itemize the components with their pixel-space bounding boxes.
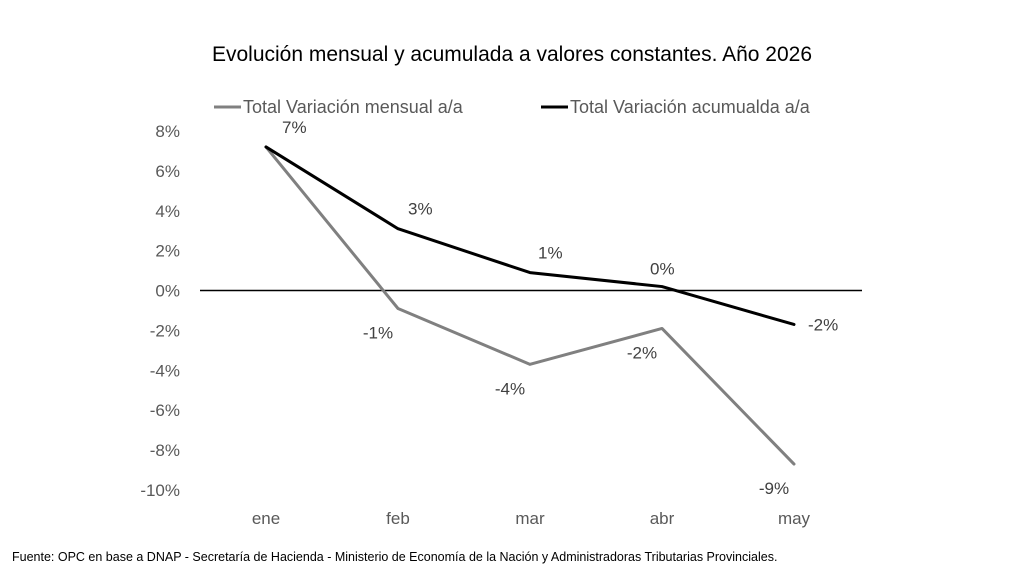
data-label: 0% bbox=[650, 260, 675, 279]
x-axis: ene feb mar abr may bbox=[252, 509, 811, 528]
data-label: 3% bbox=[408, 200, 433, 219]
series-line bbox=[264, 145, 796, 466]
series-layer bbox=[264, 145, 796, 466]
x-tick-label: may bbox=[778, 509, 811, 528]
data-label: -2% bbox=[627, 343, 657, 362]
y-tick-label: -6% bbox=[150, 401, 180, 420]
x-tick-label: feb bbox=[386, 509, 410, 528]
legend-entry: Total Variación acumualda a/a bbox=[570, 97, 811, 117]
y-tick-label: -4% bbox=[150, 361, 180, 380]
x-tick-label: abr bbox=[650, 509, 675, 528]
y-axis: 8% 6% 4% 2% 0% -2% -4% -6% -8% -10% bbox=[140, 122, 180, 500]
y-tick-label: 4% bbox=[155, 202, 180, 221]
y-tick-label: 6% bbox=[155, 162, 180, 181]
y-tick-label: 0% bbox=[155, 282, 180, 301]
data-label: -2% bbox=[808, 315, 838, 334]
y-tick-label: -2% bbox=[150, 321, 180, 340]
data-label: -9% bbox=[759, 479, 789, 498]
data-label: 7% bbox=[282, 118, 307, 137]
data-label: 1% bbox=[538, 244, 563, 263]
x-tick-label: mar bbox=[515, 509, 545, 528]
chart-title: Evolución mensual y acumulada a valores … bbox=[212, 43, 812, 66]
chart-legend: Total Variación mensual a/a Total Variaci… bbox=[214, 97, 811, 117]
series-line bbox=[264, 145, 796, 326]
data-labels: -1% -4% -2% -9% 7% 3% 1% 0% -2% bbox=[282, 118, 838, 498]
y-tick-label: -10% bbox=[140, 481, 180, 500]
data-label: -4% bbox=[495, 379, 525, 398]
y-tick-label: -8% bbox=[150, 441, 180, 460]
legend-entry: Total Variación mensual a/a bbox=[243, 97, 464, 117]
source-note: Fuente: OPC en base a DNAP - Secretaría … bbox=[12, 550, 778, 564]
data-label: -1% bbox=[363, 324, 393, 343]
y-tick-label: 8% bbox=[155, 122, 180, 141]
y-tick-label: 2% bbox=[155, 242, 180, 261]
x-tick-label: ene bbox=[252, 509, 280, 528]
